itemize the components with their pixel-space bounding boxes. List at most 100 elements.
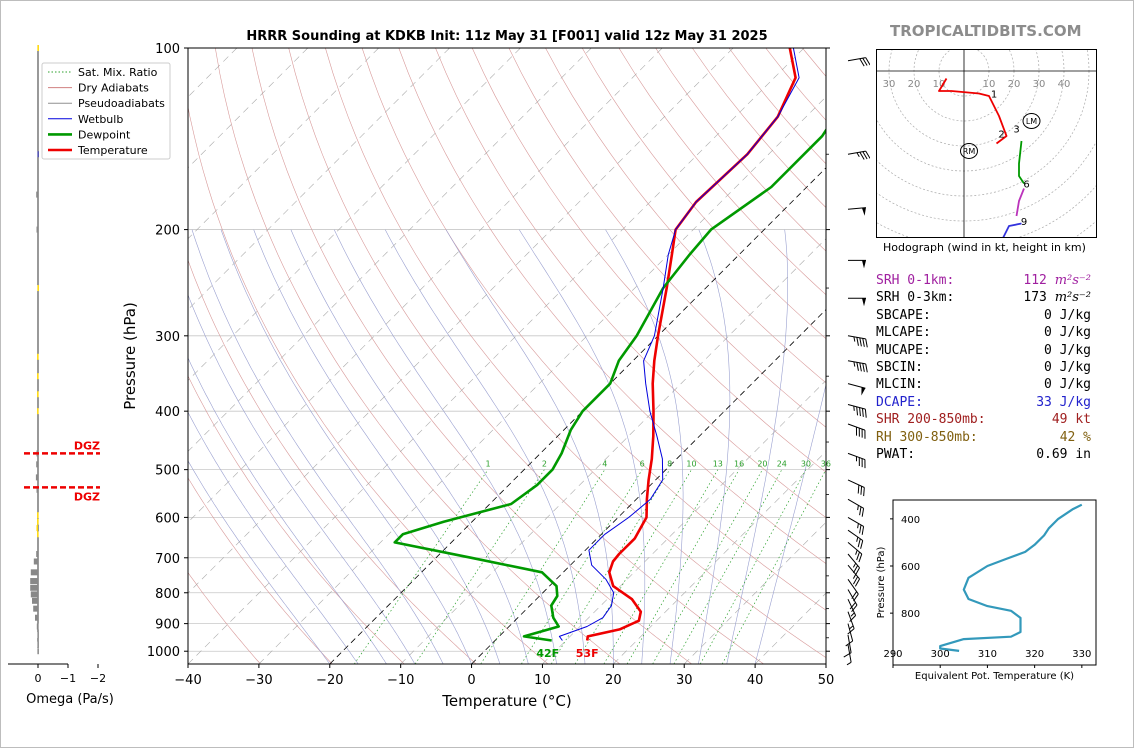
pseudoadiabat: [384, 229, 586, 664]
hodograph-ring-label: 10: [933, 79, 946, 90]
barb-full: [853, 576, 859, 585]
pseudoadiabat: [754, 383, 826, 664]
x-tick-label: −40: [174, 673, 201, 688]
barb-pennant: [861, 387, 866, 396]
legend-label: Dry Adiabats: [78, 82, 149, 95]
wind-barb: [847, 383, 866, 396]
barb-half: [855, 549, 858, 555]
omega-bar: [37, 512, 39, 519]
storm-motion-marker: [960, 143, 978, 159]
x-tick-label: 40: [747, 673, 764, 688]
isotherm: [188, 48, 379, 240]
dry-adiabat: [655, 48, 826, 252]
dry-adiabat: [618, 48, 826, 296]
parameter-value: 0 J/kg: [1044, 359, 1091, 375]
parameter-label: PWAT:: [876, 446, 916, 462]
x-tick-label: 0: [467, 673, 475, 688]
wind-barb: [847, 529, 864, 549]
barb-staff: [847, 589, 858, 606]
barb-pennant: [862, 260, 866, 269]
site-label: TROPICALTIDBITS.COM: [890, 22, 1082, 40]
mixing-ratio-line: [626, 469, 740, 664]
isotherm: [825, 663, 826, 664]
omega-bar: [32, 597, 38, 604]
hodograph-ring-label: 30: [883, 79, 896, 90]
parameter-unit: m²s⁻²: [1054, 290, 1091, 306]
hodograph-ring: [876, 139, 1097, 222]
y-tick-label: 1000: [147, 645, 180, 660]
x-tick-label: 30: [676, 673, 693, 688]
barb-staff: [847, 542, 863, 555]
barb-full: [858, 428, 860, 437]
hodograph-height-label: 9: [1021, 217, 1027, 228]
parameter-row: DCAPE: 33 J/kg: [876, 394, 1091, 411]
theta-e-x-tick-label: 300: [931, 649, 950, 660]
barb-full: [859, 506, 862, 516]
barb-half: [857, 523, 859, 529]
pseudoadiabat: [605, 229, 684, 664]
wind-barb: [847, 360, 868, 373]
mixing-ratio-label: 13: [713, 460, 723, 469]
barb-staff: [847, 611, 855, 629]
dry-adiabat: [188, 259, 477, 664]
omega-bar: [37, 45, 39, 51]
wind-barb: [848, 259, 866, 269]
parameter-label: SRH 0-1km:: [876, 273, 955, 288]
barb-full: [856, 362, 859, 371]
wind-barb: [847, 150, 870, 160]
dry-adiabat: [188, 477, 333, 664]
mixing-ratio-line: [721, 469, 826, 664]
x-tick-label: −20: [316, 673, 343, 688]
barb-full: [857, 484, 860, 494]
parameter-label: MLCIN:: [876, 377, 923, 393]
omega-tick-label: 0: [35, 672, 42, 685]
parameter-value: 112 m²s⁻²: [1023, 273, 1091, 288]
theta-e-x-tick-label: 290: [883, 649, 902, 660]
barb-full: [856, 337, 859, 346]
mixing-ratio-line: [480, 469, 606, 664]
barb-full: [859, 58, 865, 67]
barb-full: [865, 57, 870, 66]
parameter-row: MLCAPE: 0 J/kg: [876, 324, 1091, 341]
mixing-ratio-line: [574, 469, 692, 664]
parameter-row: MLCIN: 0 J/kg: [876, 376, 1091, 393]
x-axis-label: Temperature (°C): [441, 692, 571, 710]
x-tick-label: 50: [818, 673, 835, 688]
wind-barb: [847, 553, 861, 576]
omega-bar: [37, 632, 39, 639]
barb-full: [847, 628, 855, 635]
barb-full: [865, 338, 868, 348]
x-tick-label: 10: [534, 673, 551, 688]
omega-bar: [33, 605, 38, 612]
wind-barb: [847, 479, 865, 497]
storm-motion-label: LM: [1026, 117, 1037, 126]
hodograph-panel: 30 20 10 10 20 30 40 1 2 3 6 9 LM RM: [876, 49, 1097, 238]
hodograph-height-label: 2: [998, 130, 1004, 141]
theta-e-x-tick-label: 320: [1025, 649, 1044, 660]
barb-staff: [847, 634, 852, 653]
dry-adiabat: [398, 48, 826, 564]
legend-label: Sat. Mix. Ratio: [78, 66, 158, 79]
isotherm: [188, 48, 663, 523]
parameter-row: MUCAPE: 0 J/kg: [876, 342, 1091, 359]
barb-full: [859, 337, 862, 347]
x-tick-label: −10: [387, 673, 414, 688]
dry-adiabat: [545, 48, 826, 384]
omega-bar: [36, 551, 38, 558]
mixing-ratio-line: [353, 469, 489, 664]
omega-bar: [30, 569, 38, 576]
barb-staff: [847, 623, 854, 642]
wind-barb: [847, 611, 855, 635]
pseudoadiabat: [188, 293, 416, 664]
omega-bar: [36, 486, 38, 493]
dry-adiabat: [435, 48, 826, 518]
parameter-label: RH 300-850mb:: [876, 429, 978, 445]
parameter-label: SBCIN:: [876, 359, 923, 375]
omega-bar: [37, 531, 39, 538]
dgz-bottom-label: DGZ: [74, 490, 100, 503]
barb-staff: [847, 57, 866, 62]
barb-full: [849, 615, 856, 622]
pseudoadiabat: [445, 229, 614, 664]
y-tick-label: 800: [155, 587, 180, 602]
barb-full: [862, 151, 868, 160]
